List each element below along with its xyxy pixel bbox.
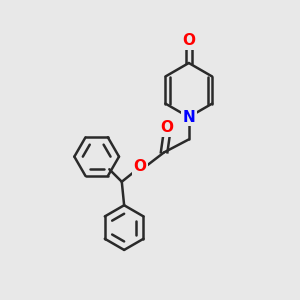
Text: O: O [160,120,173,135]
Text: O: O [134,159,146,174]
Text: N: N [182,110,195,124]
Text: O: O [182,33,195,48]
